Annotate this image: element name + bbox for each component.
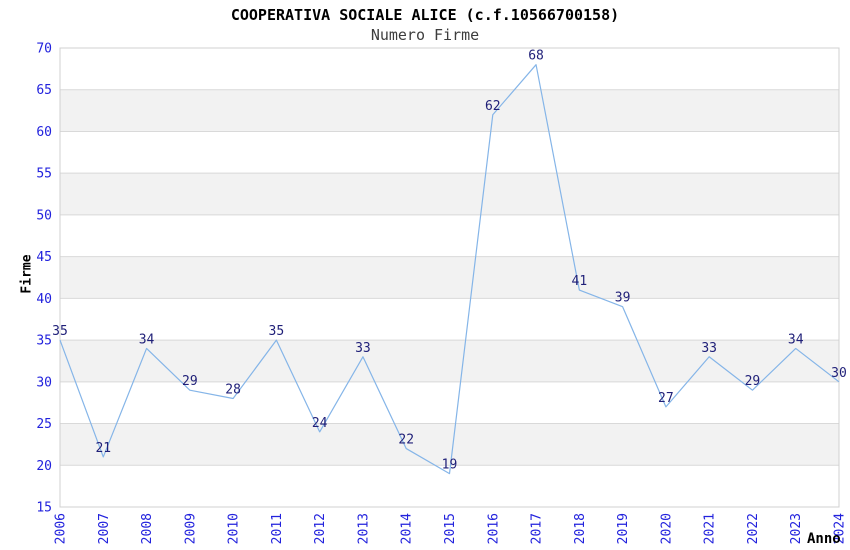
data-point-label: 24 [312,416,328,431]
y-tick-label: 40 [36,292,52,307]
data-point-label: 35 [269,324,285,339]
data-point-label: 33 [701,341,717,356]
data-point-label: 35 [52,324,68,339]
x-tick-label: 2019 [616,513,631,544]
data-point-label: 19 [442,458,458,473]
y-tick-label: 25 [36,417,52,432]
data-point-label: 22 [398,433,414,448]
y-tick-label: 70 [36,42,52,57]
plot-band [60,89,839,132]
y-tick-label: 60 [36,125,52,140]
y-tick-label: 30 [36,375,52,390]
data-point-label: 39 [615,291,631,306]
x-tick-label: 2024 [833,513,848,544]
y-tick-label: 55 [36,167,52,182]
series-line [59,64,840,475]
x-tick-label: 2017 [530,513,545,544]
y-tick-label: 35 [36,334,52,349]
data-point-label: 21 [95,441,111,456]
x-tick-label: 2012 [313,513,328,544]
plot-band [60,173,839,215]
data-point-label: 68 [528,49,544,64]
x-tick-label: 2020 [659,513,674,544]
y-tick-label: 50 [36,208,52,223]
data-point-label: 29 [745,374,761,389]
x-tick-label: 2023 [789,513,804,544]
plot-band [60,340,839,382]
data-point-label: 41 [572,274,588,289]
data-point-label: 30 [831,366,847,381]
y-tick-label: 45 [36,250,52,265]
plot-border [59,47,840,508]
chart-subtitle: Numero Firme [370,26,480,44]
x-tick-label: 2010 [227,513,242,544]
x-tick-label: 2006 [54,513,69,544]
chart-title: COOPERATIVA SOCIALE ALICE (c.f.105667001… [230,6,620,24]
data-point-label: 33 [355,341,371,356]
data-point-label: 27 [658,391,674,406]
x-tick-label: 2009 [183,513,198,544]
plot-band [60,423,839,466]
plot-band [60,256,839,299]
y-axis-title: Firme [19,254,35,294]
x-tick-label: 2014 [400,513,415,544]
x-tick-label: 2018 [573,513,588,544]
x-tick-label: 2008 [140,513,155,544]
x-tick-label: 2015 [443,513,458,544]
x-axis-title: Anno [807,531,841,547]
x-tick-label: 2022 [746,513,761,544]
data-point-label: 29 [182,374,198,389]
x-tick-label: 2007 [97,513,112,544]
x-tick-label: 2011 [270,513,285,544]
data-point-label: 34 [788,332,804,347]
y-tick-label: 20 [36,459,52,474]
data-point-label: 34 [139,332,155,347]
x-tick-label: 2021 [703,513,718,544]
data-point-label: 62 [485,99,501,114]
x-tick-label: 2016 [486,513,501,544]
y-tick-label: 15 [36,501,52,516]
data-point-label: 28 [225,383,241,398]
y-tick-label: 65 [36,83,52,98]
x-tick-label: 2013 [356,513,371,544]
